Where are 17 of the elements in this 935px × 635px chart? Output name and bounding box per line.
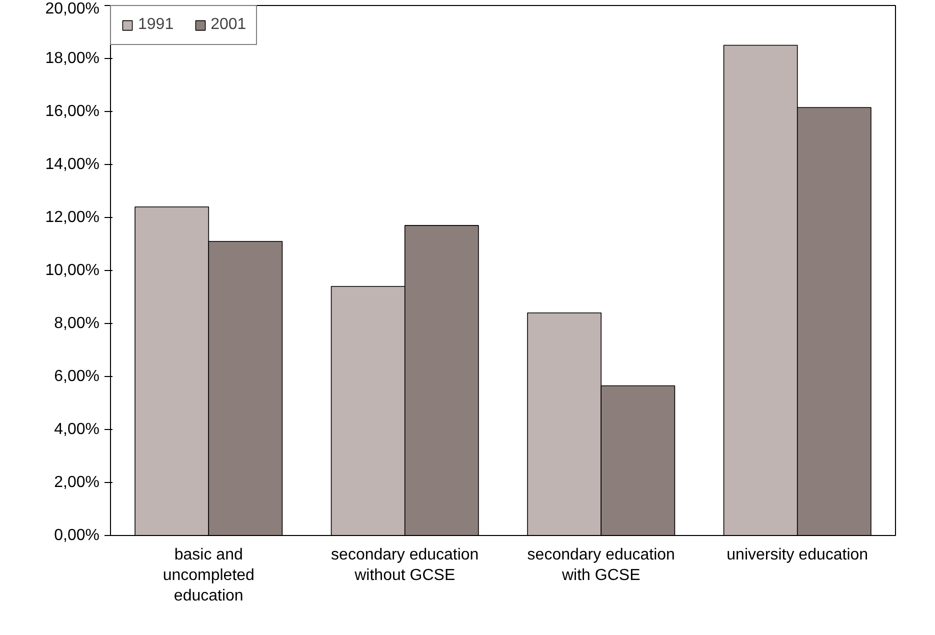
y-tick-label: 14,00% <box>45 156 100 173</box>
x-tick-label: secondary education with GCSE <box>527 546 675 584</box>
x-tick-label: basic and uncompleted education <box>162 546 254 604</box>
y-tick-label: 4,00% <box>54 421 100 438</box>
x-tick-label: secondary education without GCSE <box>331 546 479 584</box>
y-tick-label: 18,00% <box>45 50 100 67</box>
y-tick-label: 8,00% <box>54 315 100 332</box>
y-tick-label: 16,00% <box>45 103 100 120</box>
legend-label: 2001 <box>210 16 246 34</box>
y-tick-label: 12,00% <box>45 209 100 226</box>
x-tick-label: university education <box>726 546 868 564</box>
legend-label: 1991 <box>138 16 174 34</box>
y-tick-label: 20,00% <box>45 0 100 18</box>
y-tick-label: 6,00% <box>54 368 100 385</box>
y-tick-label: 10,00% <box>45 262 100 279</box>
y-tick-label: 0,00% <box>54 527 100 544</box>
y-tick-label: 2,00% <box>54 474 100 491</box>
